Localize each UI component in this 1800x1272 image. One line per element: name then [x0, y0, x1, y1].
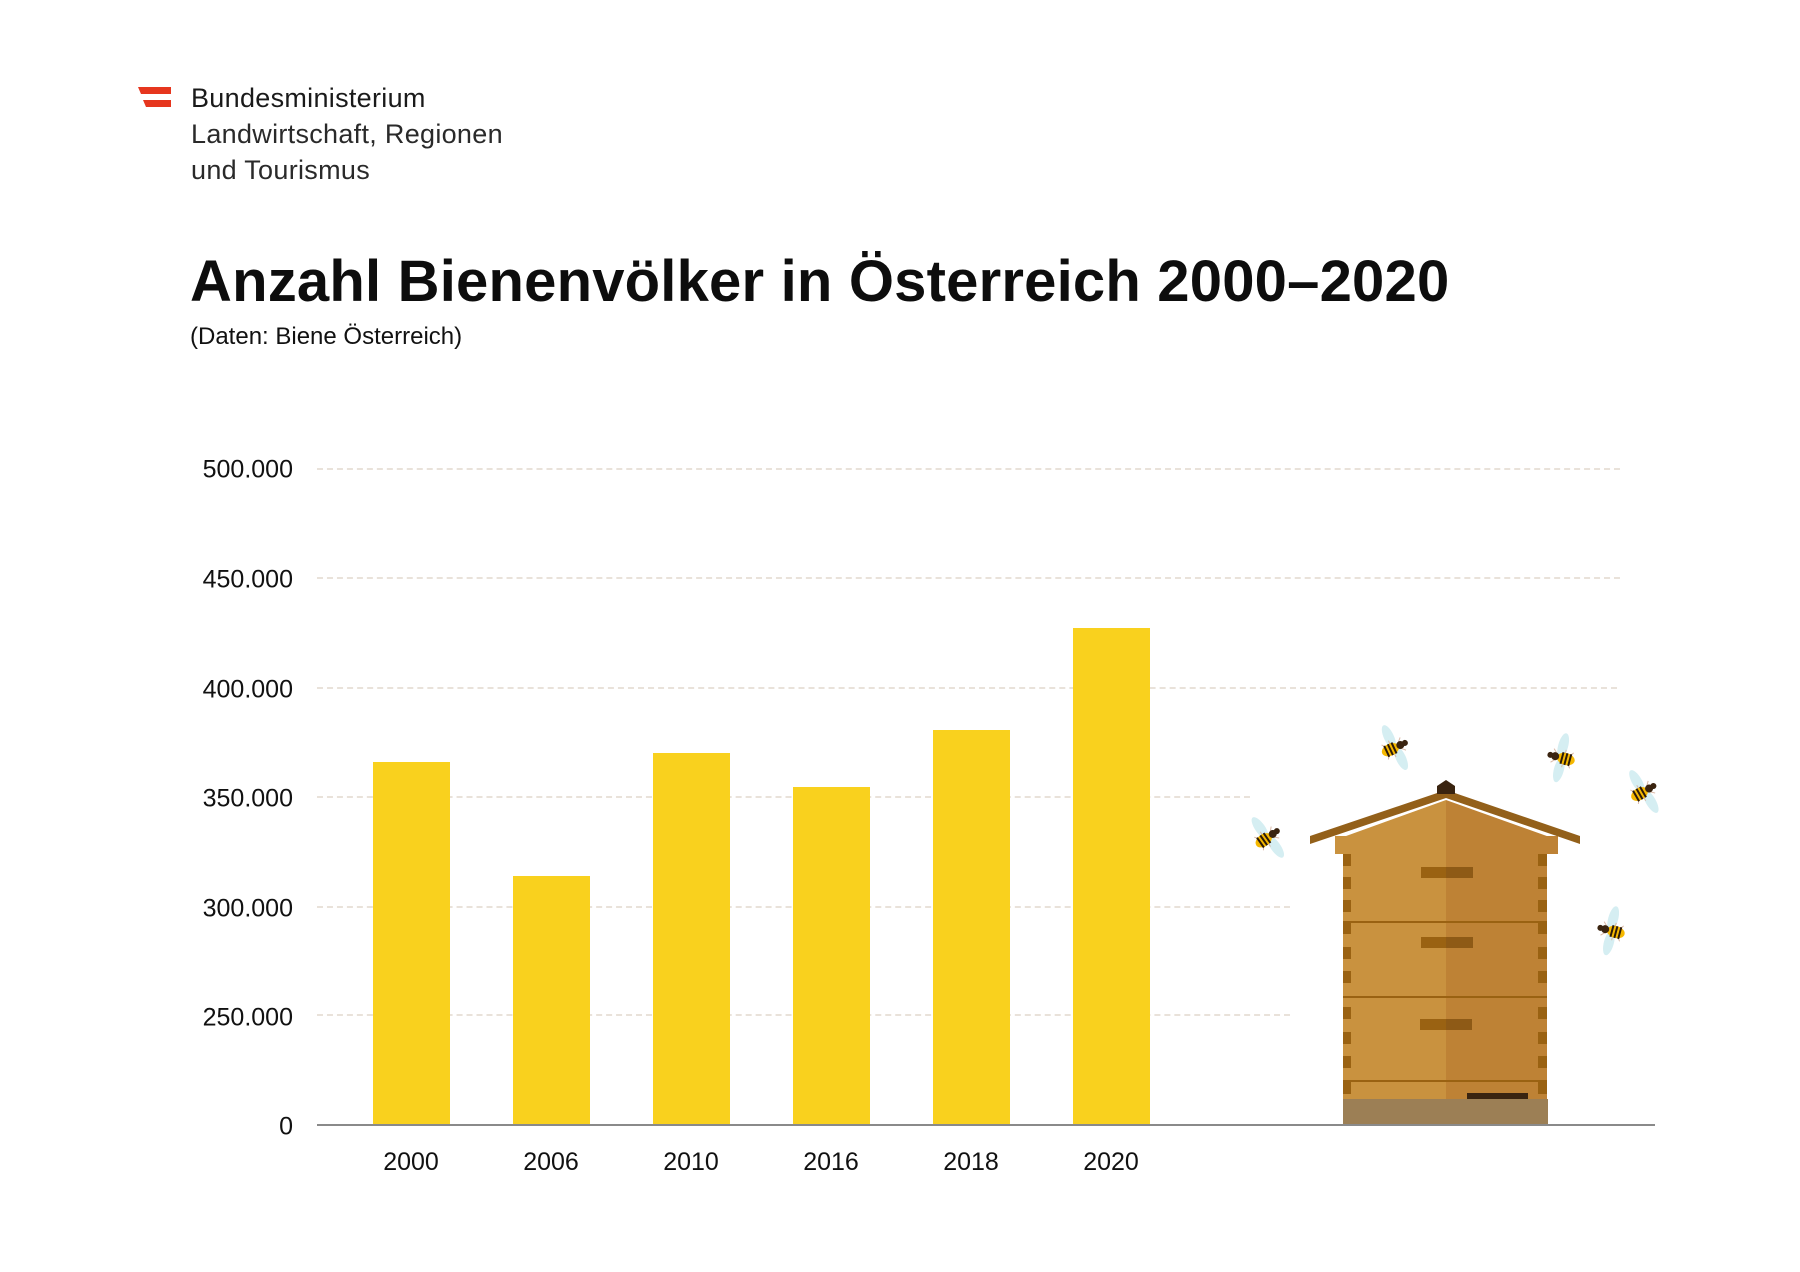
gridline-450000 [317, 577, 1620, 579]
bar-2016 [793, 787, 870, 1126]
y-tick-label: 250.000 [202, 1003, 293, 1032]
ministry-line-3: und Tourismus [191, 155, 370, 185]
bee-icon [1371, 718, 1419, 777]
ministry-line-2: Landwirtschaft, Regionen [191, 119, 503, 149]
y-tick-label: 450.000 [202, 565, 293, 594]
bee-icon [1618, 762, 1669, 821]
gridline-350000 [317, 796, 1250, 798]
bee-icon [1540, 729, 1582, 787]
bee-icon [1241, 808, 1295, 867]
y-tick-label: 400.000 [202, 675, 293, 704]
ministry-logo [138, 86, 172, 108]
chart-subtitle: (Daten: Biene Österreich) [190, 323, 463, 350]
x-tick-label: 2010 [663, 1148, 719, 1176]
chart-title: Anzahl Bienenvölker in Österreich 2000–2… [190, 249, 1450, 314]
x-tick-label: 2000 [383, 1148, 439, 1176]
austria-flag-stripes-icon [138, 87, 171, 107]
x-tick-label: 2006 [523, 1148, 579, 1176]
y-tick-label: 350.000 [202, 784, 293, 813]
bar-2000 [373, 762, 450, 1125]
bee-icon [1590, 902, 1632, 960]
ministry-name: Bundesministerium Landwirtschaft, Region… [191, 80, 503, 188]
x-tick-label: 2016 [803, 1148, 859, 1176]
gridline-500000 [317, 468, 1620, 470]
x-axis-line [317, 1124, 1655, 1126]
gridline-400000 [317, 687, 1617, 689]
bar-2018 [933, 730, 1010, 1125]
y-tick-label: 300.000 [202, 894, 293, 923]
x-tick-label: 2020 [1083, 1148, 1139, 1176]
ministry-line-1: Bundesministerium [191, 83, 426, 113]
bar-2006 [513, 876, 590, 1125]
y-tick-label: 0 [279, 1112, 293, 1141]
y-tick-label: 500.000 [202, 455, 293, 484]
bar-2020 [1073, 628, 1150, 1125]
x-tick-label: 2018 [943, 1148, 999, 1176]
bar-2010 [653, 753, 730, 1125]
beehive-icon [1310, 780, 1580, 1125]
